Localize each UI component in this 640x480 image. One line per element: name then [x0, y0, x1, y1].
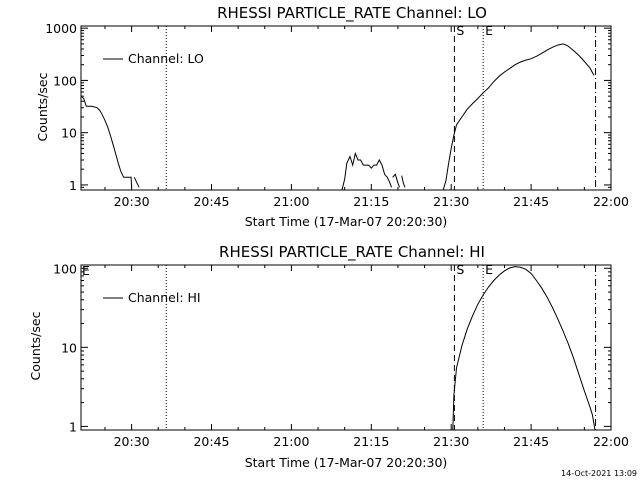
panel-lo-marker-label: E: [485, 23, 493, 38]
panel-lo-xtick-label: 21:30: [433, 194, 469, 209]
panel-lo-marker-label: S: [456, 23, 464, 38]
panel-lo-xtick-label: 21:45: [513, 194, 549, 209]
panel-hi-xtick-label: 21:15: [353, 434, 389, 449]
panel-lo-series-line: [401, 175, 406, 188]
panel-lo-series-line: [442, 43, 595, 191]
panel-lo-title: RHESSI PARTICLE_RATE Channel: LO: [217, 4, 487, 23]
panel-hi-series-line: [452, 266, 596, 431]
panel-hi-corner-mark: E: [82, 263, 90, 278]
panel-lo-ytick-label: 100: [53, 73, 77, 88]
panel-hi-title: RHESSI PARTICLE_RATE Channel: HI: [219, 243, 485, 262]
panel-hi-ytick-label: 100: [53, 261, 77, 276]
panel-lo-xtick-label: 20:45: [193, 194, 229, 209]
panel-lo-xlabel: Start Time (17-Mar-07 20:20:30): [245, 214, 448, 229]
panel-hi-xtick-label: 20:45: [193, 434, 229, 449]
panel-lo-legend-label: Channel: LO: [128, 51, 204, 66]
panel-hi-ytick-label: 10: [61, 340, 77, 355]
panel-lo-xtick-label: 21:00: [273, 194, 309, 209]
panel-lo-ytick-label: 1000: [45, 21, 77, 36]
panel-lo-xtick-label: 21:15: [353, 194, 389, 209]
panel-hi-ylabel: Counts/sec: [28, 311, 43, 380]
panel-hi-legend-label: Channel: HI: [128, 290, 201, 305]
panel-hi-marker-label: E: [485, 262, 493, 277]
panel-hi-ytick-label: 1: [69, 419, 77, 434]
panel-hi-xtick-label: 21:30: [433, 434, 469, 449]
panel-hi-xtick-label: 20:30: [114, 434, 150, 449]
panel-hi-xtick-label: 22:00: [593, 434, 629, 449]
panel-lo-ylabel: Counts/sec: [35, 72, 50, 141]
panel-lo-xtick-label: 20:30: [114, 194, 150, 209]
panel-lo-xtick-label: 22:00: [593, 194, 629, 209]
panel-lo-series-line: [341, 151, 392, 191]
panel-hi-xtick-label: 21:00: [273, 434, 309, 449]
panel-hi-xlabel: Start Time (17-Mar-07 20:20:30): [245, 455, 448, 470]
panel-hi: RHESSI PARTICLE_RATE Channel: HI Counts/…: [28, 243, 629, 470]
panel-lo-ytick-label: 1: [69, 178, 77, 193]
panel-lo-series-line: [133, 177, 140, 188]
footer-timestamp: 14-Oct-2021 13:09: [561, 469, 637, 478]
panel-lo: RHESSI PARTICLE_RATE Channel: LO Counts/…: [35, 4, 629, 229]
panel-lo-ytick-label: 10: [61, 126, 77, 141]
panel-hi-xtick-label: 21:45: [513, 434, 549, 449]
panel-lo-series-line: [392, 173, 400, 188]
panel-lo-series-line: [80, 95, 133, 188]
panel-hi-marker-label: S: [456, 262, 464, 277]
